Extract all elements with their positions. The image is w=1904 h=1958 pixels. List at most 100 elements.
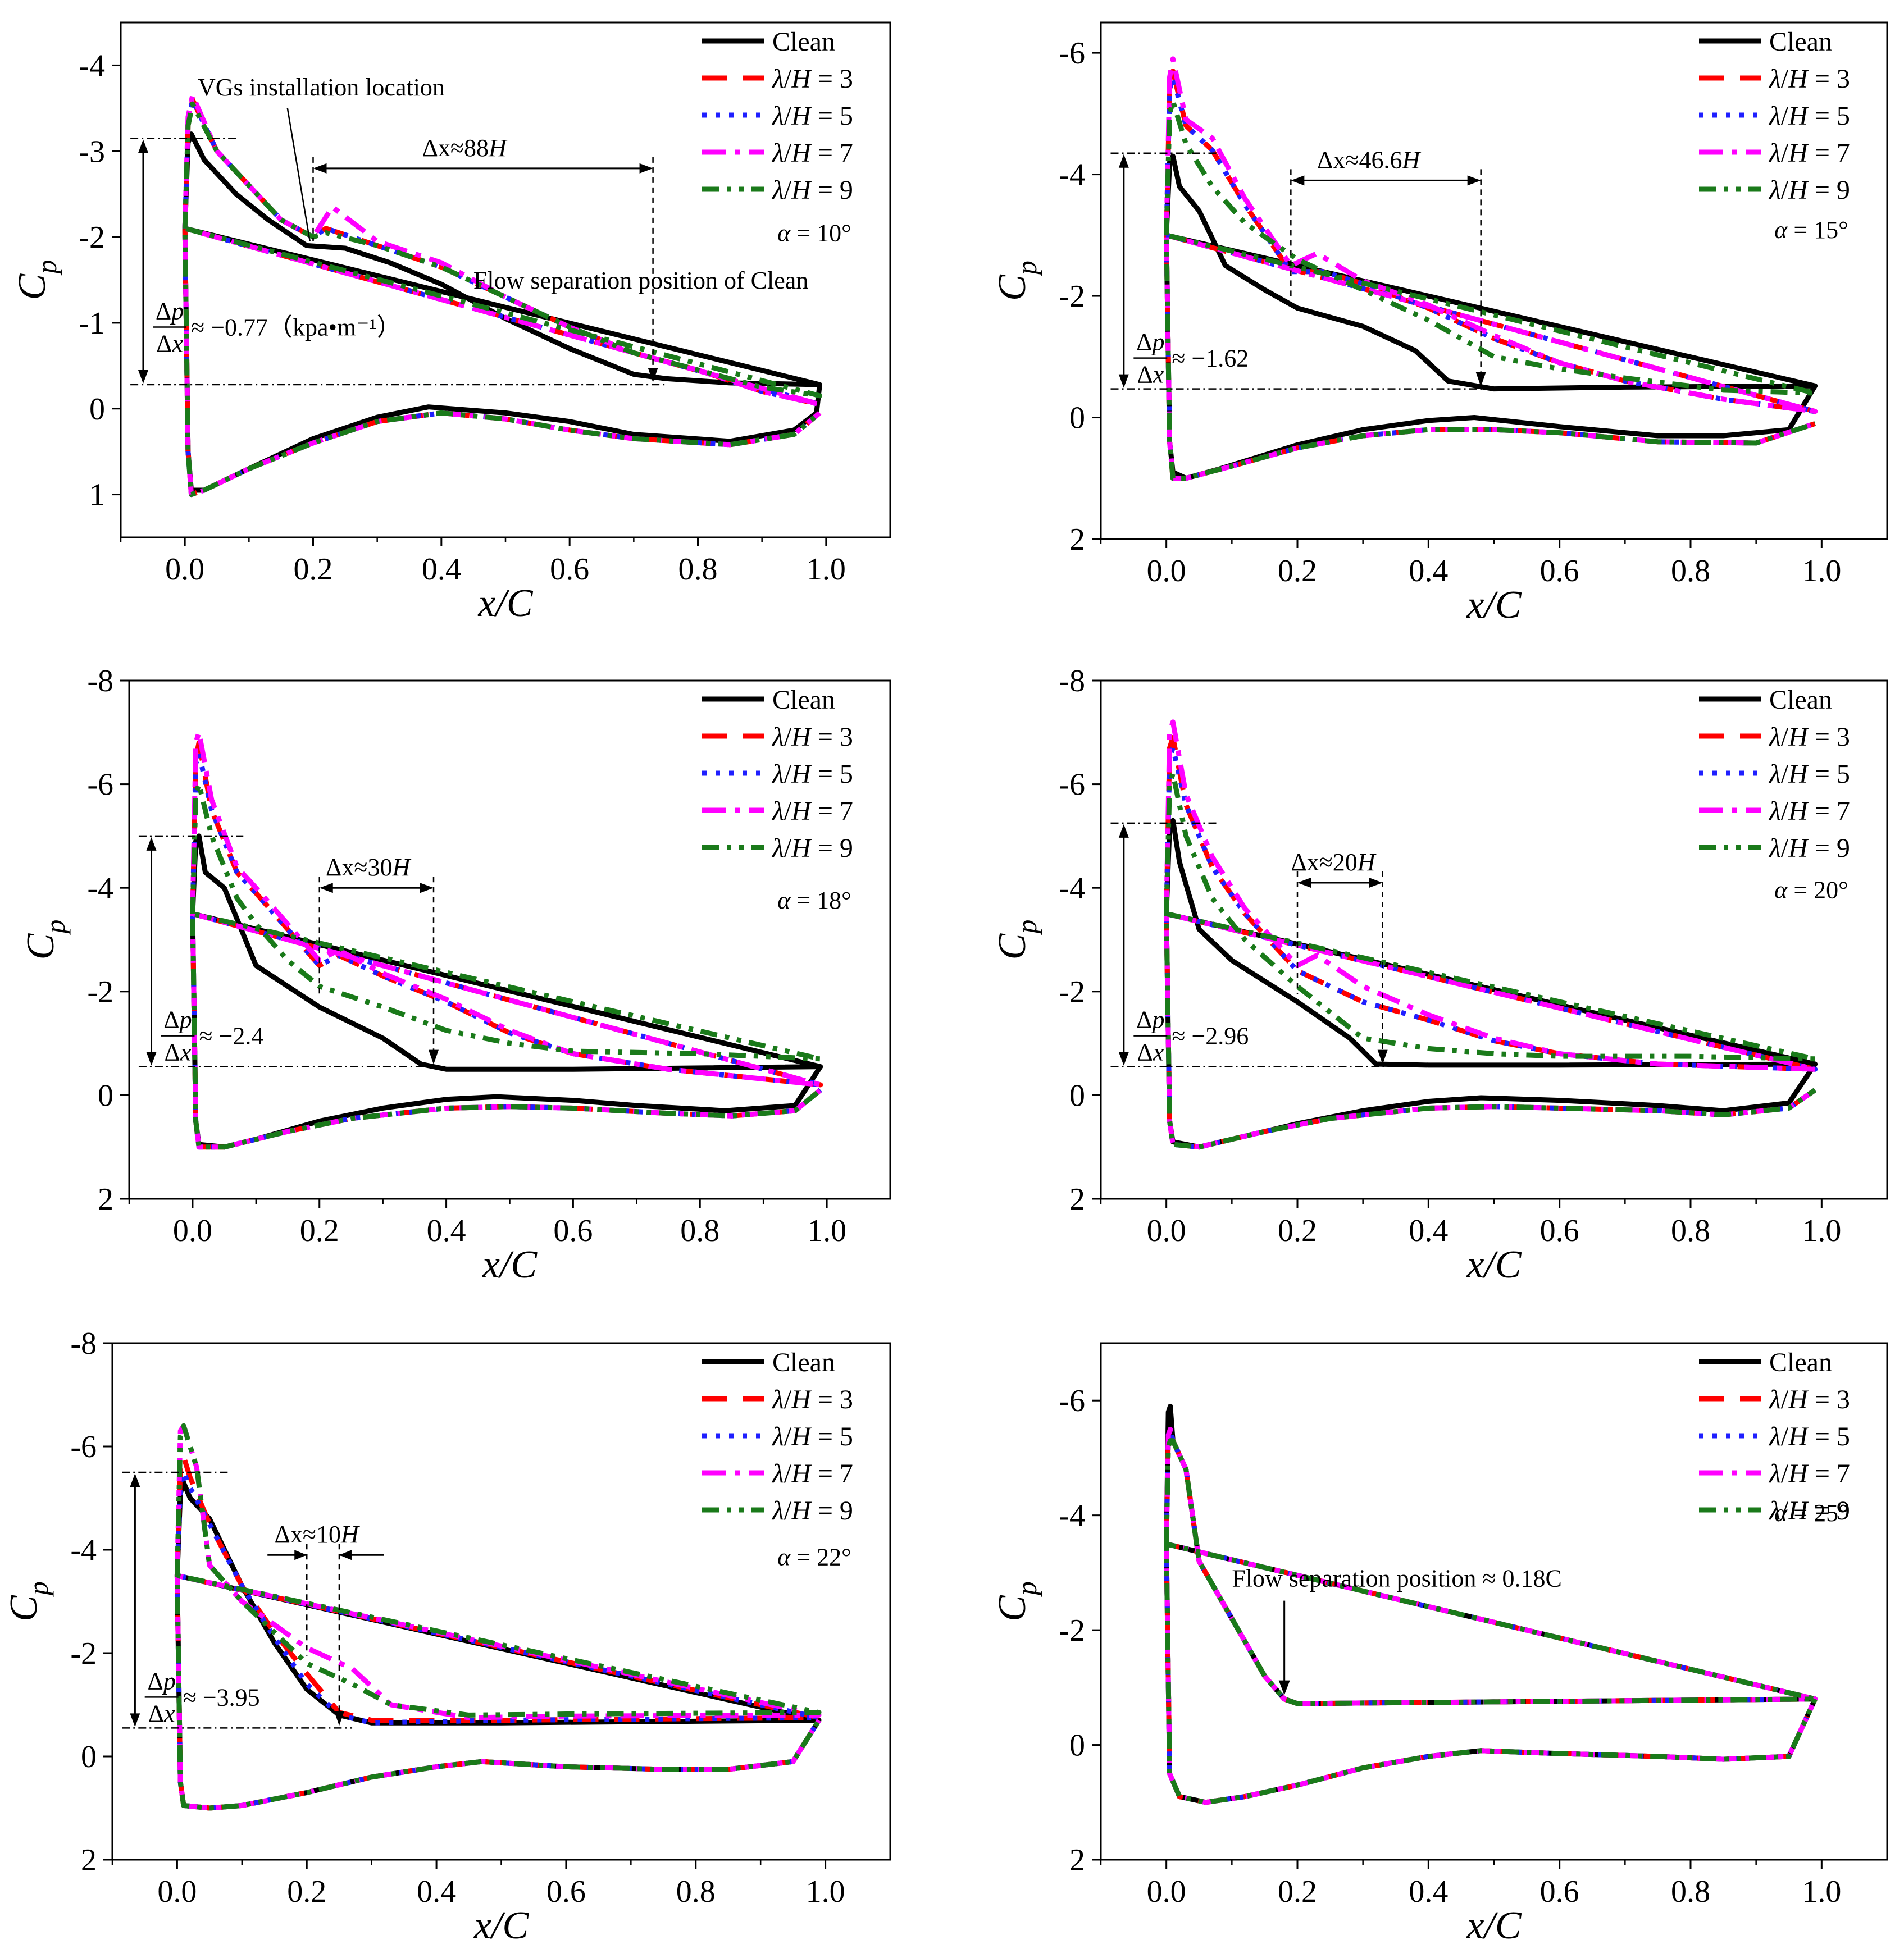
arrowhead-down	[1118, 374, 1129, 388]
y-axis-label-text: Cp	[991, 920, 1042, 960]
y-axis-label-sub: p	[31, 260, 62, 276]
legend-H: H	[1788, 1422, 1809, 1452]
legend-label: λ/H = 3	[1768, 1385, 1850, 1414]
legend-slash: /	[784, 759, 792, 789]
legend-lambda: λ	[771, 796, 784, 826]
x-tick-label: 1.0	[806, 1874, 845, 1909]
legend-slash: /	[1781, 138, 1789, 168]
separation-arrowhead	[334, 1711, 344, 1726]
x-tick-label: 1.0	[1802, 554, 1841, 588]
legend-label: λ/H = 7	[1768, 1459, 1850, 1489]
legend-H: H	[1788, 1496, 1809, 1526]
y-axis-label-c: C	[991, 1595, 1034, 1622]
x-tick-label: 0.2	[1278, 554, 1317, 588]
dx-arrowhead-left	[319, 883, 333, 893]
dp-numerator: Δp	[156, 298, 184, 325]
x-tick-label: 1.0	[807, 552, 846, 587]
y-axis-label-text: Cp	[19, 920, 71, 960]
legend-lambda: λ	[771, 833, 784, 863]
legend-value: = 5	[1808, 101, 1850, 131]
legend-value: = 5	[811, 1422, 853, 1452]
y-tick-label: -8	[1059, 664, 1085, 699]
y-axis-label-text: Cp	[11, 260, 62, 300]
legend-lambda: λ	[771, 1385, 784, 1414]
dx-note-H: H	[391, 854, 411, 881]
x-axis-label-text: x/C	[482, 1243, 538, 1286]
legend-label: Clean	[772, 685, 835, 715]
x-tick-label: 0.8	[1671, 1213, 1710, 1248]
dx-arrowhead-right	[420, 883, 434, 893]
legend-slash: /	[784, 138, 792, 168]
y-tick-label: -2	[79, 220, 105, 255]
legend-slash: /	[784, 833, 792, 863]
dx-note-H: H	[488, 134, 508, 162]
y-tick-label: -4	[87, 871, 113, 906]
legend-H: H	[1788, 833, 1809, 863]
legend-value: = 7	[1808, 796, 1850, 826]
legend-label: Clean	[1769, 27, 1832, 57]
vg-pointer	[286, 108, 311, 241]
y-axis-label-c: C	[991, 274, 1034, 301]
alpha-value: = 25°	[1787, 1499, 1848, 1527]
dp-denominator: Δx	[165, 1039, 192, 1066]
chart-panel-4: 0.0 0.2 0.4 0.6 0.8 1.0-8-6-4-202x/CCpCleanλ/…	[991, 664, 1888, 1286]
legend-value: = 9	[811, 833, 853, 863]
legend-label: λ/H = 5	[1768, 1422, 1850, 1452]
legend-H: H	[1788, 64, 1809, 94]
x-tick-label: 0.6	[553, 1213, 593, 1248]
x-tick-label: 0.6	[1540, 1874, 1579, 1909]
legend-H: H	[1788, 101, 1809, 131]
legend-value: = 7	[811, 1459, 853, 1489]
separation-arrowhead	[1377, 1049, 1388, 1065]
dx-note: Δx≈30H	[326, 854, 411, 881]
x-tick-label: 0.8	[676, 1874, 716, 1909]
dp-p: p	[178, 1006, 192, 1034]
legend-H: H	[791, 1422, 812, 1452]
legend-label: λ/H = 3	[771, 722, 853, 752]
legend-value: = 7	[1808, 138, 1850, 168]
x-tick-label: 0.0	[165, 552, 204, 587]
legend-slash: /	[1781, 64, 1789, 94]
x-tick-label: 0.6	[546, 1874, 586, 1909]
dx-note-H: H	[340, 1521, 360, 1548]
alpha-symbol: α	[777, 887, 791, 914]
legend-label: λ/H = 5	[1768, 101, 1850, 131]
x-tick-label: 0.4	[1409, 1874, 1448, 1909]
legend-slash: /	[1781, 101, 1789, 131]
x-tick-label: 0.4	[427, 1213, 466, 1248]
separation-arrowhead	[648, 367, 658, 382]
arrowhead-down	[130, 1713, 140, 1727]
series-line-2	[1164, 735, 1818, 1150]
legend-lambda: λ	[771, 138, 784, 168]
dx-arrowhead-left	[294, 1550, 307, 1560]
dp-p: p	[170, 298, 184, 325]
legend-label: λ/H = 7	[1768, 138, 1850, 168]
series-group	[182, 93, 822, 498]
legend-value: = 3	[811, 722, 853, 752]
legend-value: = 9	[1808, 833, 1850, 863]
series-group	[1164, 56, 1818, 481]
x-axis-label-text: x/C	[473, 1904, 530, 1947]
dx-note-H: H	[1401, 146, 1421, 174]
legend-label: Clean	[1769, 1348, 1832, 1377]
separation-arrowhead	[1278, 1680, 1290, 1695]
dx-x: x	[163, 1700, 175, 1727]
legend-H: H	[791, 64, 812, 94]
legend-H: H	[791, 1459, 812, 1489]
alpha-value: = 22°	[790, 1544, 851, 1571]
legend-label: λ/H = 5	[771, 101, 853, 131]
legend-H: H	[1788, 175, 1809, 205]
dx-arrowhead-right	[639, 163, 653, 174]
legend-value: = 3	[1808, 722, 1850, 752]
x-tick-label: 0.0	[1147, 1213, 1186, 1248]
alpha-label: α = 25°	[1774, 1499, 1848, 1527]
dx-delta: Δ	[1137, 1039, 1153, 1066]
legend-H: H	[1788, 796, 1809, 826]
x-tick-label: 0.8	[680, 1213, 719, 1248]
y-tick-label: -6	[1059, 768, 1085, 802]
legend-H: H	[791, 759, 812, 789]
legend-H: H	[1788, 1385, 1809, 1414]
x-tick-label: 0.2	[1278, 1213, 1317, 1248]
x-tick-label: 0.0	[157, 1874, 197, 1909]
